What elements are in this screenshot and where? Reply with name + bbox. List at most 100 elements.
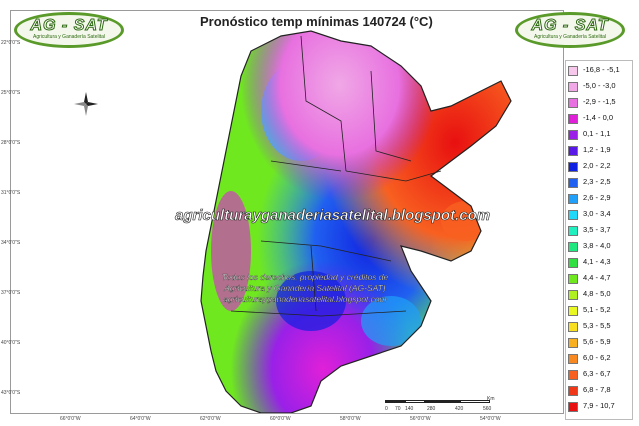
scale-bar: 0 70 140 280 420 560 Km bbox=[385, 396, 495, 418]
scale-segment bbox=[405, 400, 425, 403]
legend-row: -1,4 - 0,0 bbox=[568, 112, 634, 127]
legend-label: 4,1 - 4,3 bbox=[583, 257, 611, 266]
copyright-line: agriculturayganaderiasatelital.blogspot.… bbox=[223, 294, 387, 304]
legend-label: 3,0 - 3,4 bbox=[583, 209, 611, 218]
scale-tick: 280 bbox=[427, 406, 436, 412]
lon-label: 54°0'0"W bbox=[480, 416, 501, 422]
logo-subtitle: Agricultura y Ganadería Satelital bbox=[33, 34, 105, 40]
ag-sat-logo-left: AG - SAT Agricultura y Ganadería Satelit… bbox=[14, 12, 124, 48]
legend-label: 4,8 - 5,0 bbox=[583, 289, 611, 298]
legend-row: 3,5 - 3,7 bbox=[568, 224, 634, 239]
map-area bbox=[10, 10, 564, 414]
compass-rose-icon bbox=[74, 92, 98, 116]
legend-swatch bbox=[568, 178, 578, 188]
lat-label: 37°0'0"S bbox=[1, 290, 21, 296]
lat-label: 25°0'0"S bbox=[1, 90, 21, 96]
legend-swatch bbox=[568, 258, 578, 268]
scale-segment bbox=[385, 400, 405, 403]
legend-row: -16,8 - -5,1 bbox=[568, 64, 634, 79]
copyright-line: Todos los derechos, propiedad y créditos… bbox=[221, 272, 389, 282]
legend-label: 3,5 - 3,7 bbox=[583, 225, 611, 234]
legend-label: 6,3 - 6,7 bbox=[583, 369, 611, 378]
scale-segment bbox=[460, 400, 490, 403]
map-title: Pronóstico temp mínimas 140724 (°C) bbox=[200, 14, 433, 29]
legend-label: 7,9 - 10,7 bbox=[583, 401, 615, 410]
legend-row: 5,3 - 5,5 bbox=[568, 320, 634, 335]
legend-label: 0,1 - 1,1 bbox=[583, 129, 611, 138]
legend-label: -16,8 - -5,1 bbox=[583, 65, 620, 74]
legend-swatch bbox=[568, 290, 578, 300]
watermark-url: agriculturayganaderiasatelital.blogspot.… bbox=[175, 207, 491, 225]
lon-label: 62°0'0"W bbox=[200, 416, 221, 422]
temperature-map bbox=[200, 30, 512, 413]
lat-label: 43°0'0"S bbox=[1, 390, 21, 396]
legend-swatch bbox=[568, 322, 578, 332]
legend-row: 5,1 - 5,2 bbox=[568, 304, 634, 319]
legend-label: 5,6 - 5,9 bbox=[583, 337, 611, 346]
ag-sat-logo-right: AG - SAT Agricultura y Ganadería Satelit… bbox=[515, 12, 625, 48]
legend-label: 5,1 - 5,2 bbox=[583, 305, 611, 314]
scale-tick: 70 bbox=[395, 406, 401, 412]
legend-row: 2,3 - 2,5 bbox=[568, 176, 634, 191]
legend-row: 6,0 - 6,2 bbox=[568, 352, 634, 367]
legend-swatch bbox=[568, 82, 578, 92]
legend-swatch bbox=[568, 66, 578, 76]
legend-swatch bbox=[568, 226, 578, 236]
legend-swatch bbox=[568, 98, 578, 108]
legend-row: 1,2 - 1,9 bbox=[568, 144, 634, 159]
scale-tick: 560 bbox=[483, 406, 492, 412]
legend-label: 4,4 - 4,7 bbox=[583, 273, 611, 282]
copyright-line: Agricultura y Ganadería Satelital (AG-SA… bbox=[224, 283, 386, 293]
legend-swatch bbox=[568, 210, 578, 220]
legend-row: 4,1 - 4,3 bbox=[568, 256, 634, 271]
scale-tick: 140 bbox=[405, 406, 414, 412]
legend-label: 2,0 - 2,2 bbox=[583, 161, 611, 170]
legend-row: -5,0 - -3,0 bbox=[568, 80, 634, 95]
legend-row: 5,6 - 5,9 bbox=[568, 336, 634, 351]
lat-label: 40°0'0"S bbox=[1, 340, 21, 346]
scale-segment bbox=[425, 400, 460, 403]
legend-row: 3,8 - 4,0 bbox=[568, 240, 634, 255]
legend-label: 6,8 - 7,8 bbox=[583, 385, 611, 394]
legend-swatch bbox=[568, 146, 578, 156]
lon-label: 66°0'0"W bbox=[60, 416, 81, 422]
legend-label: 6,0 - 6,2 bbox=[583, 353, 611, 362]
legend-swatch bbox=[568, 338, 578, 348]
legend-swatch bbox=[568, 114, 578, 124]
lat-label: 31°0'0"S bbox=[1, 190, 21, 196]
legend-swatch bbox=[568, 306, 578, 316]
logo-brand: AG - SAT bbox=[30, 17, 108, 35]
lat-label: 34°0'0"S bbox=[1, 240, 21, 246]
legend-swatch bbox=[568, 194, 578, 204]
legend-label: 1,2 - 1,9 bbox=[583, 145, 611, 154]
legend-row: 4,4 - 4,7 bbox=[568, 272, 634, 287]
lon-label: 56°0'0"W bbox=[410, 416, 431, 422]
legend-row: 3,0 - 3,4 bbox=[568, 208, 634, 223]
legend-swatch bbox=[568, 370, 578, 380]
legend-swatch bbox=[568, 162, 578, 172]
legend-row: -2,9 - -1,5 bbox=[568, 96, 634, 111]
legend-swatch bbox=[568, 386, 578, 396]
lat-label: 22°0'0"S bbox=[1, 40, 21, 46]
legend-label: 2,3 - 2,5 bbox=[583, 177, 611, 186]
legend: -16,8 - -5,1 -5,0 - -3,0 -2,9 - -1,5 -1,4 -… bbox=[565, 60, 633, 420]
logo-brand: AG - SAT bbox=[531, 17, 609, 35]
legend-swatch bbox=[568, 274, 578, 284]
legend-row: 6,8 - 7,8 bbox=[568, 384, 634, 399]
lat-label: 28°0'0"S bbox=[1, 140, 21, 146]
legend-label: 2,6 - 2,9 bbox=[583, 193, 611, 202]
legend-swatch bbox=[568, 402, 578, 412]
copyright-notice: Todos los derechos, propiedad y créditos… bbox=[205, 272, 405, 305]
legend-row: 4,8 - 5,0 bbox=[568, 288, 634, 303]
legend-row: 0,1 - 1,1 bbox=[568, 128, 634, 143]
legend-row: 7,9 - 10,7 bbox=[568, 400, 634, 415]
legend-label: -1,4 - 0,0 bbox=[583, 113, 614, 122]
legend-row: 2,0 - 2,2 bbox=[568, 160, 634, 175]
legend-swatch bbox=[568, 242, 578, 252]
legend-row: 6,3 - 6,7 bbox=[568, 368, 634, 383]
legend-label: -5,0 - -3,0 bbox=[583, 81, 616, 90]
lon-label: 64°0'0"W bbox=[130, 416, 151, 422]
legend-row: 2,6 - 2,9 bbox=[568, 192, 634, 207]
legend-swatch bbox=[568, 130, 578, 140]
